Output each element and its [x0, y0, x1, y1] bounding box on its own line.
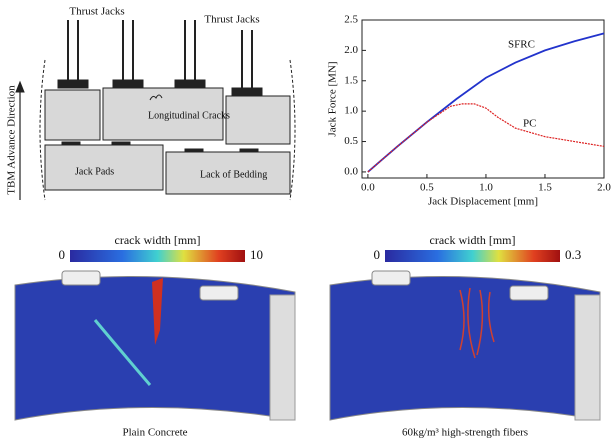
colorbar: [70, 250, 245, 262]
colorbar-title: crack width [mm]: [115, 233, 201, 247]
y-axis-label: Jack Force [MN]: [327, 61, 339, 136]
colorbar: [385, 250, 560, 262]
x-tick-label: 0.0: [361, 182, 375, 194]
caption: 60kg/m³ high-strength fibers: [402, 427, 528, 439]
plot-frame: [361, 19, 605, 179]
label: Lack of Bedding: [200, 169, 267, 180]
label: TBM Advance Direction: [6, 85, 18, 195]
x-tick-label: 0.5: [420, 182, 434, 194]
y-tick-label: 1.5: [344, 74, 358, 86]
render-left: [14, 270, 296, 421]
y-tick-label: 0.0: [344, 165, 358, 177]
colorbar-min: 0: [59, 247, 66, 262]
series-label: SFRC: [508, 39, 535, 51]
y-tick-label: 0.5: [344, 135, 358, 147]
series-label: PC: [523, 118, 536, 130]
series-line: [367, 32, 605, 173]
render-right: [329, 270, 601, 421]
colorbar-max: 0.3: [565, 247, 581, 262]
colorbar-min: 0: [374, 247, 381, 262]
diagram: [15, 20, 296, 201]
colorbar-max: 10: [250, 247, 263, 262]
x-tick-label: 2.0: [597, 182, 611, 194]
series-line: [367, 103, 605, 173]
y-tick-label: 1.0: [344, 105, 358, 117]
caption: Plain Concrete: [122, 427, 187, 439]
x-tick-label: 1.0: [479, 182, 493, 194]
x-axis-label: Jack Displacement [mm]: [428, 196, 538, 208]
label: Longitudinal Cracks: [148, 110, 230, 121]
y-tick-label: 2.0: [344, 44, 358, 56]
y-tick-label: 2.5: [344, 14, 358, 26]
label: Thrust Jacks: [204, 14, 259, 26]
x-tick-label: 1.5: [538, 182, 552, 194]
label: Thrust Jacks: [69, 6, 124, 18]
label: Jack Pads: [75, 166, 114, 177]
colorbar-title: crack width [mm]: [430, 233, 516, 247]
